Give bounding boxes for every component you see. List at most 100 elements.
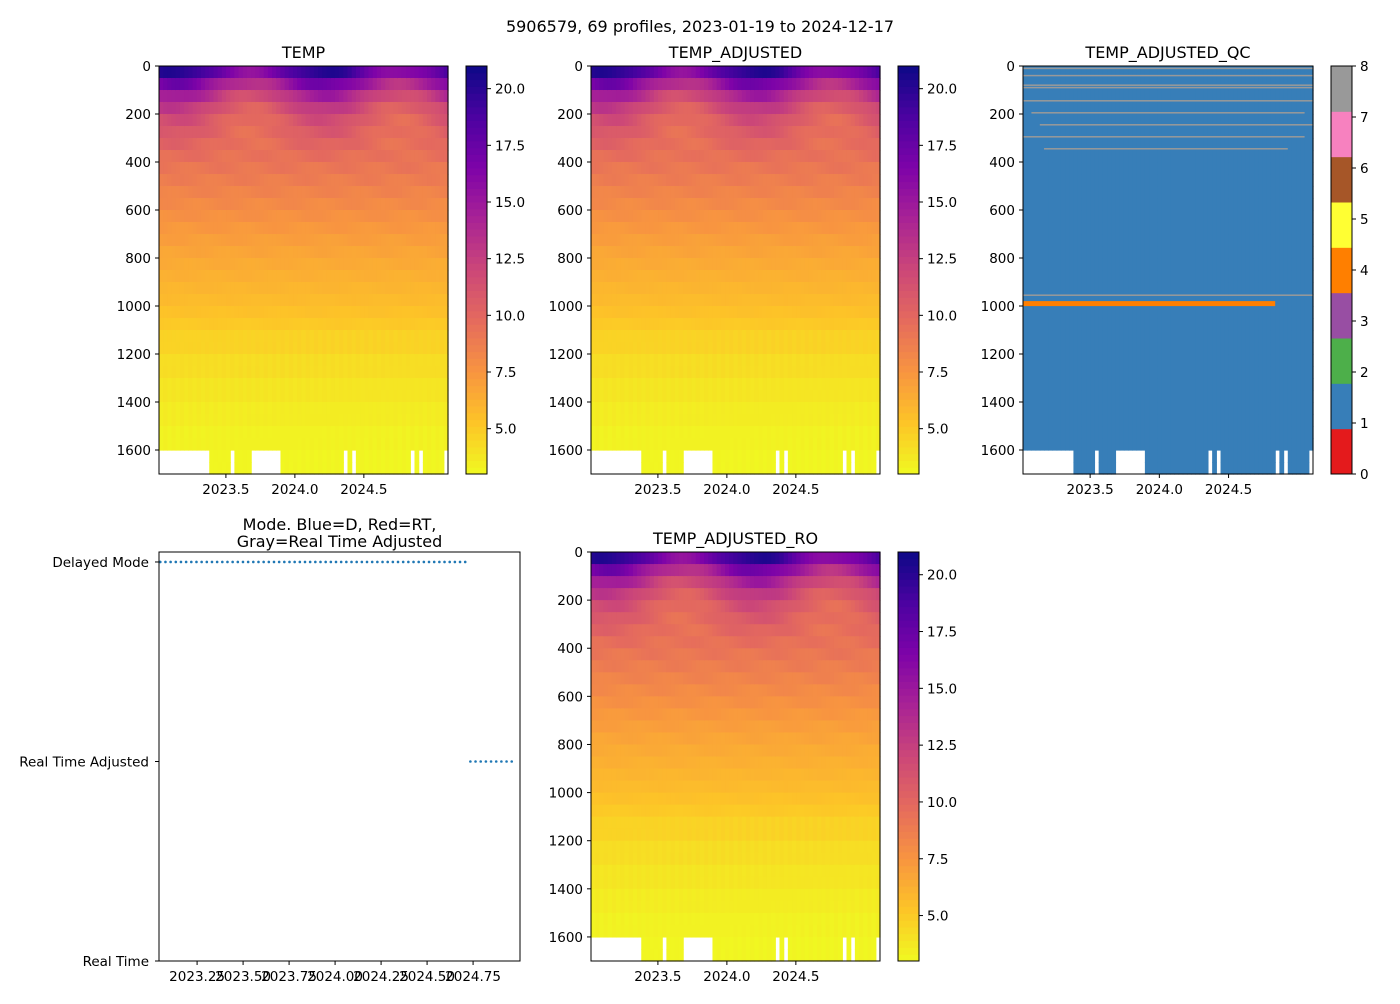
heatmap-cell [616,282,621,295]
heatmap-cell [687,402,692,415]
heatmap-cell [784,222,789,235]
heatmap-cell [343,222,348,235]
heatmap-cell [381,246,386,259]
heatmap-cell [826,342,831,355]
heatmap-cell [331,258,336,271]
heatmap-cell [763,390,768,403]
heatmap-cell [289,78,294,91]
heatmap-cell [679,138,684,151]
heatmap-cell [410,66,415,79]
heatmap-cell [314,150,319,163]
heatmap-cell [721,270,726,283]
heatmap-cell [301,138,306,151]
heatmap-cell [800,354,805,367]
heatmap-cell [620,426,625,439]
heatmap-cell [314,402,319,415]
heatmap-cell [314,282,319,295]
heatmap-cell [738,438,743,451]
heatmap-cell [419,78,424,91]
heatmap-cell [666,150,671,163]
heatmap-cell [276,126,281,139]
heatmap-cell [620,78,625,91]
heatmap-cell [872,222,877,235]
heatmap-cell [779,354,784,367]
heatmap-cell [725,102,730,115]
heatmap-cell [285,402,290,415]
heatmap-cell [398,210,403,223]
heatmap-cell [796,174,801,187]
heatmap-cell [645,126,650,139]
heatmap-cell [591,438,596,451]
heatmap-cell [796,246,801,259]
heatmap-cell [637,330,642,343]
heatmap-cell [792,114,797,127]
heatmap-cell [750,138,755,151]
heatmap-cell [633,234,638,247]
heatmap-cell [650,294,655,307]
heatmap-cell [163,258,168,271]
colorbar-segment [466,229,487,236]
heatmap-cell [625,414,630,427]
heatmap-cell [729,258,734,271]
heatmap-cell [381,210,386,223]
heatmap-cell [381,366,386,379]
heatmap-cell [834,318,839,331]
heatmap-cell [285,198,290,211]
heatmap-cell [750,222,755,235]
heatmap-cell [809,78,814,91]
heatmap-cell [435,186,440,199]
heatmap-cell [608,390,613,403]
heatmap-cell [205,342,210,355]
heatmap-cell [666,114,671,127]
heatmap-cell [641,306,646,319]
heatmap-cell [784,66,789,79]
heatmap-cell [796,234,801,247]
heatmap-cell [662,126,667,139]
heatmap-cell [721,450,726,463]
heatmap-cell [717,414,722,427]
heatmap-cell [297,426,302,439]
heatmap-cell [595,354,600,367]
heatmap-cell [846,246,851,259]
heatmap-cell [163,90,168,103]
heatmap-cell [322,462,327,475]
heatmap-cell [717,282,722,295]
heatmap-cell [838,438,843,451]
heatmap-cell [402,90,407,103]
heatmap-cell [742,366,747,379]
heatmap-cell [675,270,680,283]
heatmap-cell [297,66,302,79]
heatmap-cell [218,342,223,355]
heatmap-cell [322,78,327,91]
heatmap-cell [201,198,206,211]
heatmap-cell [775,234,780,247]
heatmap-cell [591,198,596,211]
heatmap-cell [1023,438,1028,451]
heatmap-cell [851,162,856,175]
heatmap-cell [838,126,843,139]
colorbar-segment [898,229,919,236]
heatmap-cell [650,138,655,151]
heatmap-cell [704,282,709,295]
heatmap-cell [616,174,621,187]
heatmap-cell [167,246,172,259]
heatmap-cell [377,426,382,439]
heatmap-cell [788,354,793,367]
heatmap-cell [402,330,407,343]
heatmap-cell [360,306,365,319]
heatmap-cell [197,126,202,139]
heatmap-cell [834,90,839,103]
heatmap-cell [679,234,684,247]
heatmap-cell [331,438,336,451]
heatmap-cell [360,198,365,211]
heatmap-cell [779,306,784,319]
heatmap-cell [322,174,327,187]
heatmap-cell [687,138,692,151]
heatmap-cell [616,294,621,307]
heatmap-cell [201,138,206,151]
heatmap-cell [201,426,206,439]
heatmap-cell [792,318,797,331]
heatmap-cell [247,294,252,307]
heatmap-cell [608,138,613,151]
heatmap-cell [423,294,428,307]
